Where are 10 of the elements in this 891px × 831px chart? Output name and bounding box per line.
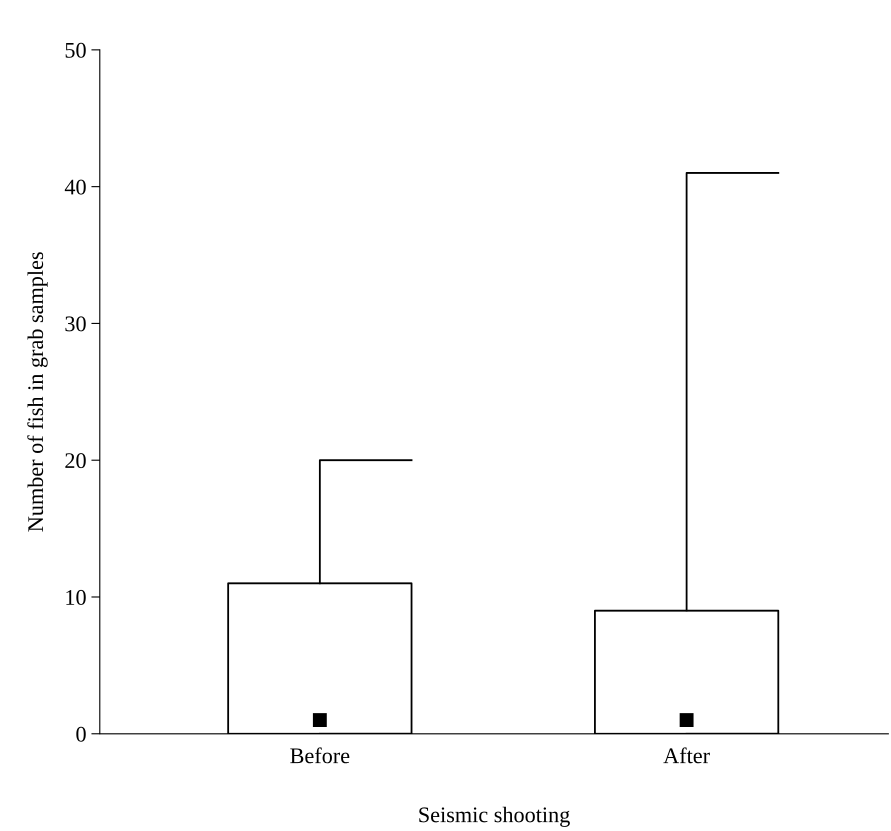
y-tick-label: 30 (65, 316, 86, 332)
x-tick-label: Before (290, 747, 350, 764)
x-tick-label: After (663, 747, 710, 764)
y-tick-label: 10 (66, 590, 86, 605)
y-tick-label: 50 (66, 42, 86, 58)
y-axis-title: Number of fish in grab samples (27, 252, 48, 532)
y-tick-label: 40 (64, 180, 86, 195)
y-tick-label: 20 (65, 453, 86, 468)
x-axis-title: Seismic shooting (419, 806, 570, 827)
y-tick-label: 0 (76, 726, 86, 742)
